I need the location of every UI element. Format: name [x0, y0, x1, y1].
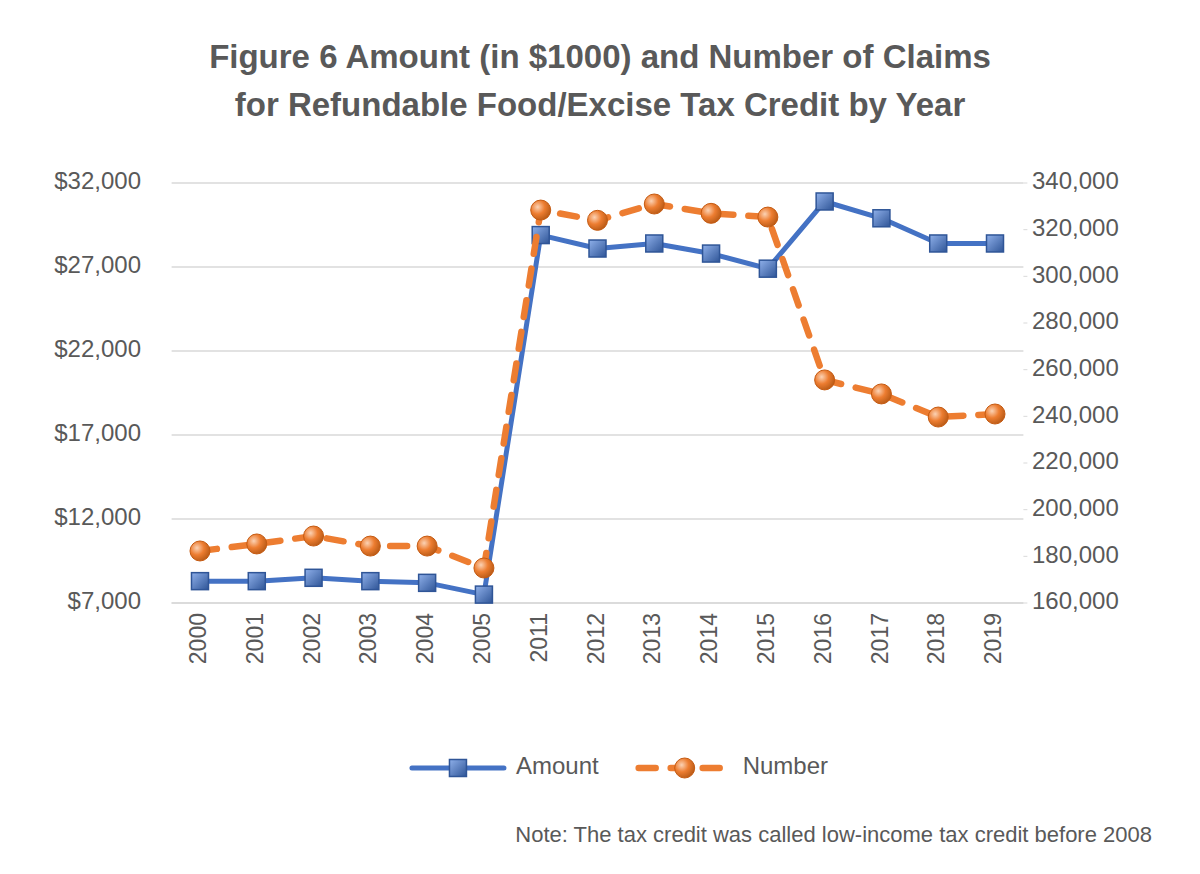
marker [644, 194, 664, 214]
marker [701, 203, 721, 223]
y2-tick [1023, 369, 1027, 370]
legend-marker [449, 760, 466, 777]
x-tick-label: 2001 [242, 613, 268, 664]
y2-tick [1023, 323, 1027, 324]
grid-line [172, 434, 1024, 435]
x-tick-label: 2019 [980, 613, 1006, 664]
x-tick-label: 2004 [412, 613, 438, 664]
y2-tick-label: 260,000 [1032, 354, 1119, 381]
x-tick-label: 2015 [753, 613, 779, 664]
y-tick-label: $7,000 [68, 587, 141, 614]
y2-tick [1023, 603, 1027, 604]
title-line: for Refundable Food/Excise Tax Credit by… [235, 86, 966, 123]
marker [987, 235, 1004, 252]
marker [759, 260, 776, 277]
marker [474, 558, 494, 578]
grid [172, 183, 1024, 603]
x-tick-label: 2000 [185, 613, 211, 664]
legend-marker [675, 758, 695, 778]
y2-tick-label: 320,000 [1032, 214, 1119, 241]
marker [930, 235, 947, 252]
title: Figure 6 Amount (in $1000) and Number of… [209, 38, 991, 123]
y-tick-label: $22,000 [54, 335, 141, 362]
x-tick-label: 2018 [923, 613, 949, 664]
marker [417, 536, 437, 556]
y2-tick [1023, 509, 1027, 510]
marker [703, 245, 720, 262]
series-line [200, 201, 995, 594]
marker [589, 240, 606, 257]
y-tick-label: $17,000 [54, 419, 141, 446]
marker [815, 370, 835, 390]
marker [360, 536, 380, 556]
x-tick-label: 2011 [526, 613, 552, 662]
marker [531, 200, 551, 220]
y2-tick-label: 280,000 [1032, 307, 1119, 334]
marker [871, 384, 891, 404]
marker [588, 210, 608, 230]
x-axis [172, 602, 1024, 604]
y2-tick-label: 220,000 [1032, 447, 1119, 474]
chart: Figure 6 Amount (in $1000) and Number of… [0, 0, 1200, 874]
y2-tick [1023, 276, 1027, 277]
y2-tick-label: 160,000 [1032, 587, 1119, 614]
marker [985, 404, 1005, 424]
marker [475, 586, 492, 603]
y-tick-label: $32,000 [54, 167, 141, 194]
marker [928, 407, 948, 427]
marker [758, 207, 778, 227]
y-tick-label: $27,000 [54, 251, 141, 278]
y-tick-label: $12,000 [54, 503, 141, 530]
x-tick-label: 2012 [583, 613, 609, 664]
grid-line [172, 350, 1024, 351]
marker [419, 574, 436, 591]
marker [646, 235, 663, 252]
y2-tick [1023, 183, 1027, 184]
title-line: Figure 6 Amount (in $1000) and Number of… [209, 38, 991, 75]
y2-tick-label: 200,000 [1032, 494, 1119, 521]
x-tick-label: 2005 [469, 613, 495, 664]
y2-tick [1023, 229, 1027, 230]
legend-item: Amount [412, 752, 599, 779]
grid-line [172, 266, 1024, 267]
x-tick-label: 2016 [810, 613, 836, 664]
marker [873, 210, 890, 227]
grid-line [172, 182, 1024, 183]
y2-tick-label: 340,000 [1032, 167, 1119, 194]
series-line [200, 204, 995, 568]
marker [362, 573, 379, 590]
grid-line [172, 602, 1024, 603]
marker [248, 573, 265, 590]
x-tick-label: 2013 [639, 613, 665, 664]
marker [304, 526, 324, 546]
plot-data [190, 193, 1005, 603]
x-tick-label: 2014 [696, 613, 722, 664]
y2-tick [1023, 556, 1027, 557]
y2-tick [1023, 463, 1027, 464]
y2-tick-label: 180,000 [1032, 541, 1119, 568]
legend-label: Number [743, 752, 828, 779]
x-tick-label: 2017 [867, 613, 893, 664]
annotation: Note: The tax credit was called low-inco… [515, 822, 1152, 847]
y2-tick [1023, 416, 1027, 417]
legend-item: Number [639, 752, 828, 779]
marker [816, 193, 833, 210]
y2-tick-label: 300,000 [1032, 261, 1119, 288]
marker [190, 541, 210, 561]
x-tick-label: 2003 [355, 613, 381, 664]
marker [191, 573, 208, 590]
x-tick-label: 2002 [299, 613, 325, 664]
marker [305, 569, 322, 586]
legend: Amount Number [412, 752, 828, 779]
marker [247, 534, 267, 554]
y2-tick-label: 240,000 [1032, 401, 1119, 428]
legend-label: Amount [516, 752, 599, 779]
grid-line [172, 518, 1024, 519]
